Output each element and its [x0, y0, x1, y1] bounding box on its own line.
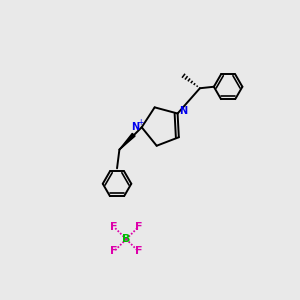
Text: B: B	[122, 234, 130, 244]
Text: F: F	[135, 246, 142, 256]
Text: N: N	[131, 122, 139, 132]
Text: F: F	[110, 246, 118, 256]
Text: F: F	[110, 222, 118, 232]
Text: +: +	[137, 118, 144, 127]
Text: F: F	[135, 222, 142, 232]
Polygon shape	[119, 134, 135, 150]
Text: N: N	[179, 106, 187, 116]
